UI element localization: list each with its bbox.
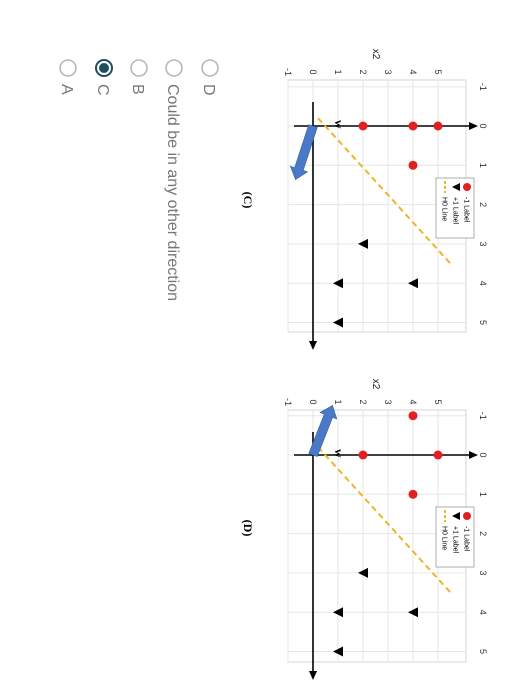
tick-label-x2: 0 (308, 399, 318, 404)
weight-vector-arrow (308, 405, 338, 458)
option-c[interactable]: C (94, 59, 113, 96)
radio-selected-dot (99, 63, 109, 73)
option-label: Could be in any other direction (164, 84, 181, 301)
legend-pos-symbol (452, 183, 460, 191)
legend-entry-label: H0 Line (441, 526, 448, 550)
tick-label-x2: 3 (383, 69, 393, 74)
tick-label-x2: 2 (358, 399, 368, 404)
option-d[interactable]: D (200, 59, 219, 96)
tick-label-x1: 4 (478, 610, 488, 615)
tick-label-x1: 4 (478, 281, 488, 286)
tick-label-x2: 5 (433, 399, 443, 404)
neg-label-point (358, 450, 368, 460)
tick-label-x1: 3 (478, 570, 488, 575)
neg-label-point (433, 121, 443, 131)
neg-label-point (358, 121, 368, 131)
neg-label-point (408, 411, 418, 421)
pos-label-point (358, 238, 368, 249)
tick-label-x1: 0 (478, 452, 488, 457)
legend-pos-symbol (452, 512, 460, 520)
weight-vector-label: w (332, 120, 346, 129)
tick-label-x1: 5 (478, 320, 488, 325)
option-other[interactable]: Could be in any other direction (164, 59, 183, 301)
panel-label: (C) (241, 192, 255, 209)
pos-label-point (408, 278, 418, 289)
tick-label-x2: 4 (408, 399, 418, 404)
tick-label-x2: 2 (358, 69, 368, 74)
h0-line (317, 446, 452, 594)
tick-label-x1: 1 (478, 492, 488, 497)
pos-label-point (358, 567, 368, 578)
legend-entry-label: -1 Label (463, 197, 470, 223)
legend-neg-symbol (463, 512, 471, 520)
option-label: C (94, 84, 111, 96)
legend-entry-label: H0 Line (441, 197, 448, 221)
axis-x1-arrowhead (309, 341, 317, 350)
tick-label-x2: -1 (283, 398, 293, 406)
panel-label: (D) (241, 520, 255, 537)
tick-label-x2: 5 (433, 69, 443, 74)
tick-label-x1: -1 (478, 412, 488, 420)
option-a[interactable]: A (58, 59, 77, 95)
option-label: D (200, 84, 217, 96)
option-label: B (129, 84, 146, 95)
legend-entry-label: -1 Label (463, 526, 470, 552)
legend: -1 Label +1 Label H0 Line (435, 506, 475, 568)
legend-entry-label: +1 Label (452, 197, 459, 224)
legend-entry-label: +1 Label (452, 526, 459, 553)
pos-label-point (333, 278, 343, 289)
tick-label-x2: -1 (283, 68, 293, 76)
neg-label-point (408, 121, 418, 131)
pos-label-point (333, 317, 343, 328)
neg-label-point (408, 160, 418, 170)
pos-label-point (333, 646, 343, 657)
tick-label-x2: 0 (308, 69, 318, 74)
tick-label-x1: 2 (478, 531, 488, 536)
tick-label-x1: -1 (478, 83, 488, 91)
radio-b[interactable] (130, 59, 148, 77)
tick-label-x1: 0 (478, 123, 488, 128)
answer-options: A C B Could be in any other direction D (58, 59, 219, 301)
tick-label-x1: 1 (478, 163, 488, 168)
tick-label-x1: 5 (478, 649, 488, 654)
radio-other[interactable] (165, 59, 183, 77)
radio-d[interactable] (201, 59, 219, 77)
neg-label-point (433, 450, 443, 460)
option-b[interactable]: B (129, 59, 148, 95)
tick-label-x2: 1 (333, 399, 343, 404)
legend-neg-symbol (463, 183, 471, 191)
tick-label-x1: 2 (478, 202, 488, 207)
option-label: A (58, 84, 75, 95)
legend: -1 Label +1 Label H0 Line (435, 177, 475, 239)
weight-vector-label: w (332, 449, 346, 458)
tick-label-x2: 3 (383, 399, 393, 404)
tick-label-x1: 3 (478, 241, 488, 246)
neg-label-point (408, 489, 418, 499)
pos-label-point (408, 607, 418, 618)
axis-x1-arrowhead (309, 671, 317, 680)
axis-label-x2: x2 (370, 379, 381, 390)
tick-label-x2: 1 (333, 69, 343, 74)
axis-label-x2: x2 (370, 49, 381, 60)
axis-x2-arrowhead (469, 122, 478, 130)
pos-label-point (333, 607, 343, 618)
axis-x2-arrowhead (469, 451, 478, 459)
weight-vector-arrow (289, 124, 318, 180)
tick-label-x2: 4 (408, 69, 418, 74)
radio-a[interactable] (59, 59, 77, 77)
h0-line (317, 117, 452, 265)
